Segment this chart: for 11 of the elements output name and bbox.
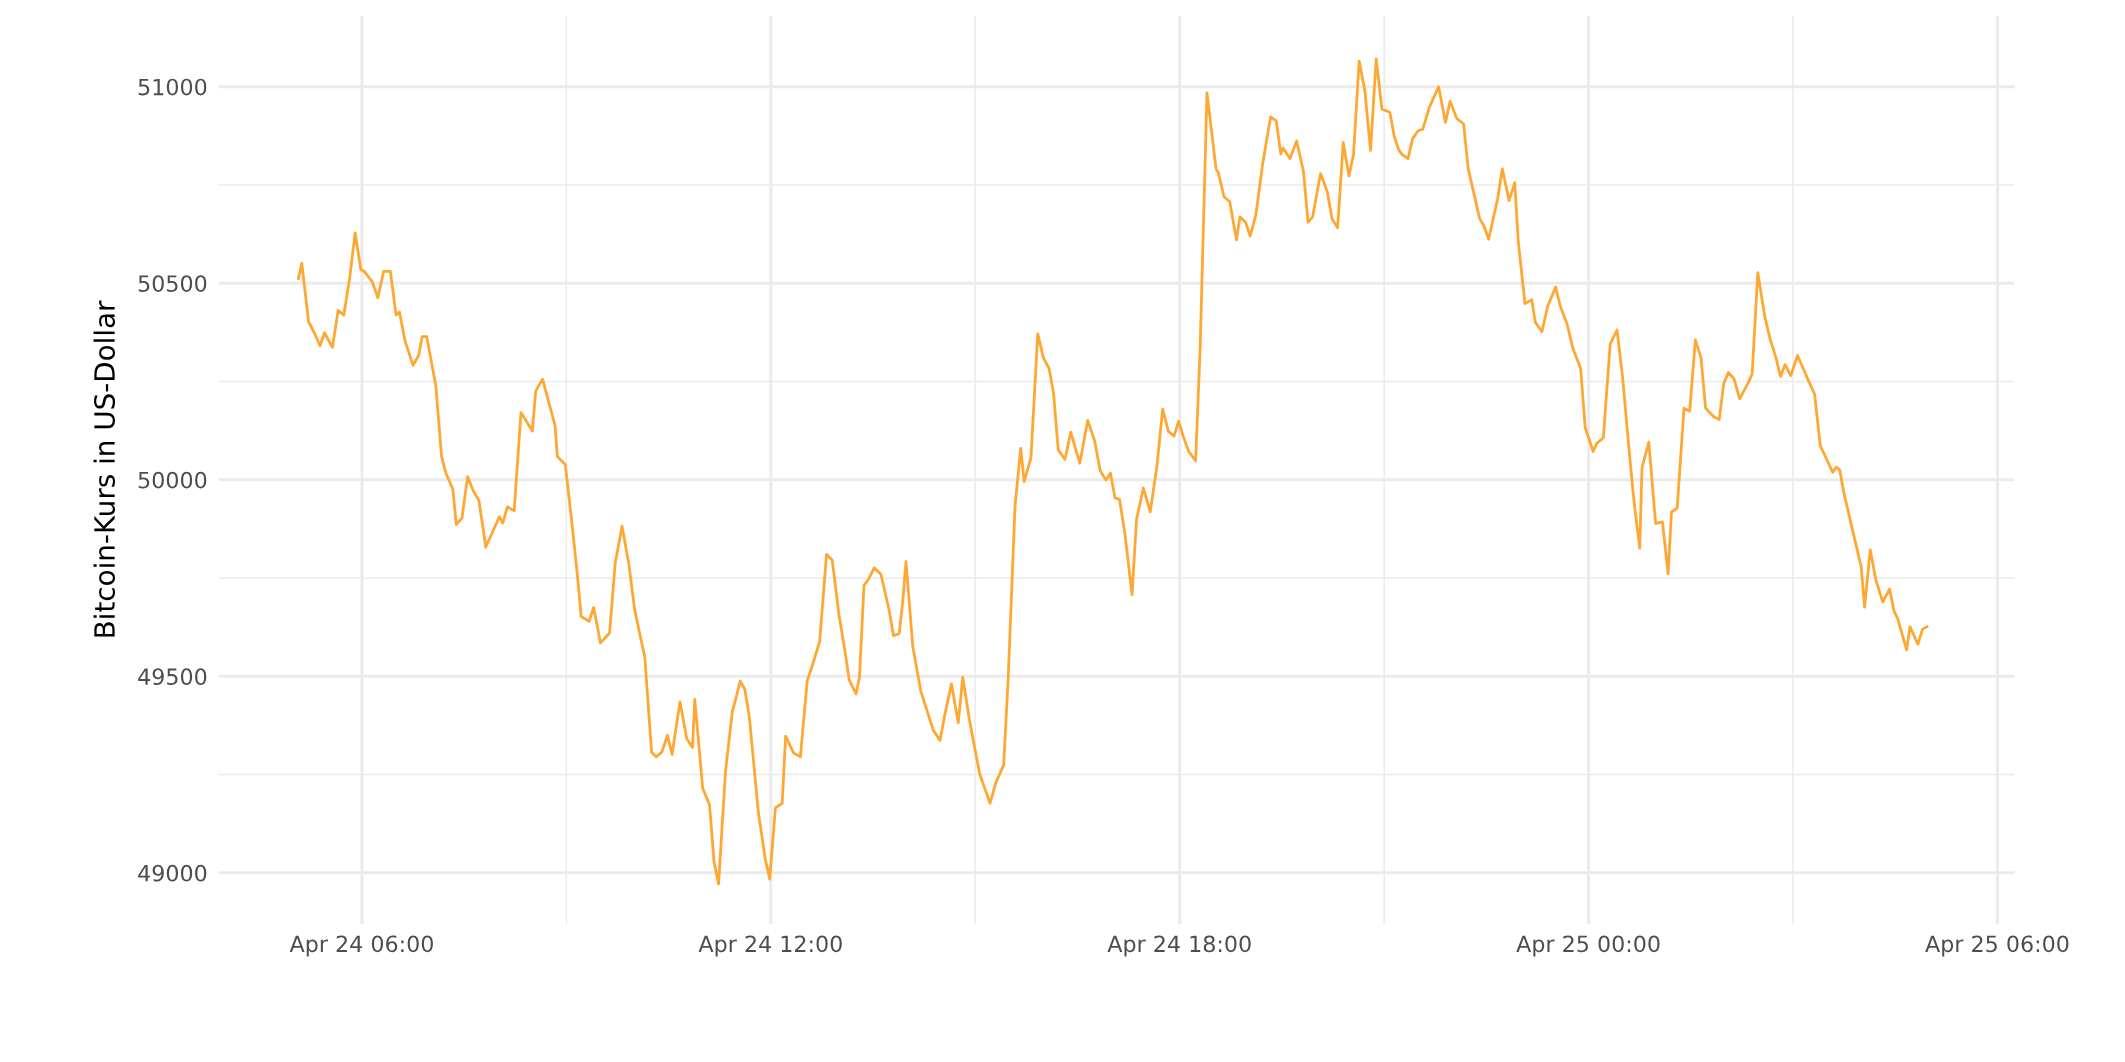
x-tick-label: Apr 25 06:00	[1925, 935, 2069, 957]
y-tick-label: 49000	[138, 864, 207, 882]
y-tick-label: 50500	[138, 275, 207, 292]
x-tick-label: Apr 25 00:00	[1516, 935, 1660, 957]
x-tick-label: Apr 24 06:00	[289, 935, 433, 957]
y-tick-label: 51000	[138, 78, 207, 96]
y-tick-label: 50000	[138, 471, 207, 489]
x-tick-label: Apr 24 12:00	[698, 935, 842, 957]
x-tick-label: Apr 24 18:00	[1107, 935, 1251, 957]
y-tick-label: 49500	[138, 668, 207, 686]
y-axis-title: Bitcoin-Kurs in US-Dollar	[93, 300, 116, 637]
